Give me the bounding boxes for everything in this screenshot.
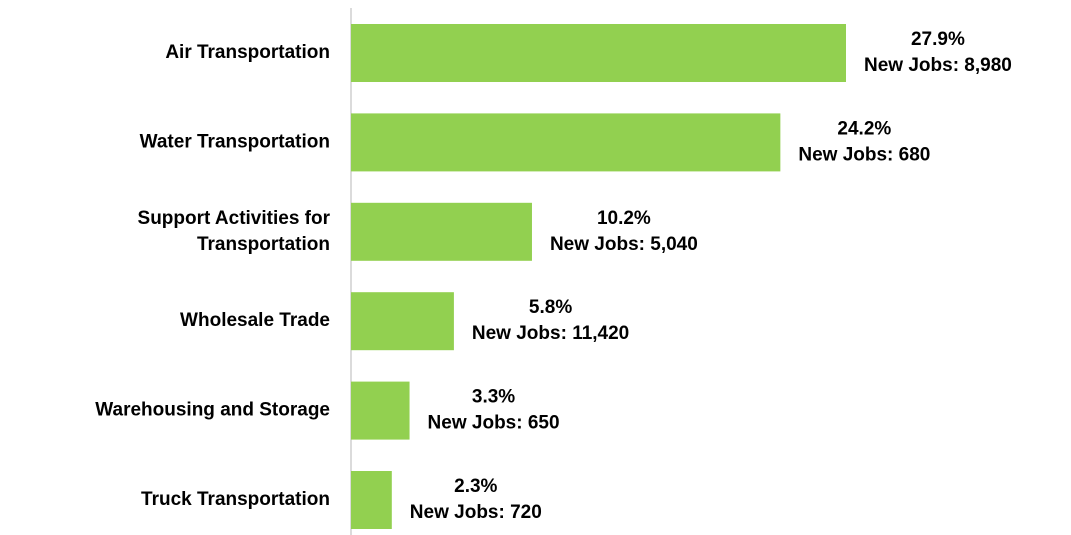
jobs-label: New Jobs: 650	[428, 413, 560, 434]
bar	[351, 113, 781, 172]
jobs-label: New Jobs: 5,040	[550, 234, 698, 255]
bar	[351, 381, 410, 440]
category-label: Warehousing and Storage	[95, 400, 330, 421]
jobs-label: New Jobs: 8,980	[864, 55, 1012, 76]
value-label: 24.2%	[837, 118, 891, 139]
bar	[351, 202, 532, 261]
value-label: 3.3%	[472, 387, 515, 408]
category-label: Truck Transportation	[141, 489, 330, 510]
jobs-label: New Jobs: 680	[798, 144, 930, 165]
value-label: 2.3%	[454, 476, 497, 497]
category-label: Support Activities for Transportation	[138, 208, 331, 255]
bar	[351, 292, 454, 351]
value-label: 27.9%	[911, 29, 965, 50]
jobs-label: New Jobs: 11,420	[472, 323, 629, 344]
jobs-label: New Jobs: 720	[410, 502, 542, 523]
category-label: Air Transportation	[165, 42, 330, 63]
category-label: Wholesale Trade	[180, 310, 330, 331]
bar	[351, 24, 846, 82]
value-label: 5.8%	[529, 297, 572, 318]
category-label: Water Transportation	[140, 131, 330, 152]
bar	[351, 471, 392, 529]
value-label: 10.2%	[597, 208, 651, 229]
